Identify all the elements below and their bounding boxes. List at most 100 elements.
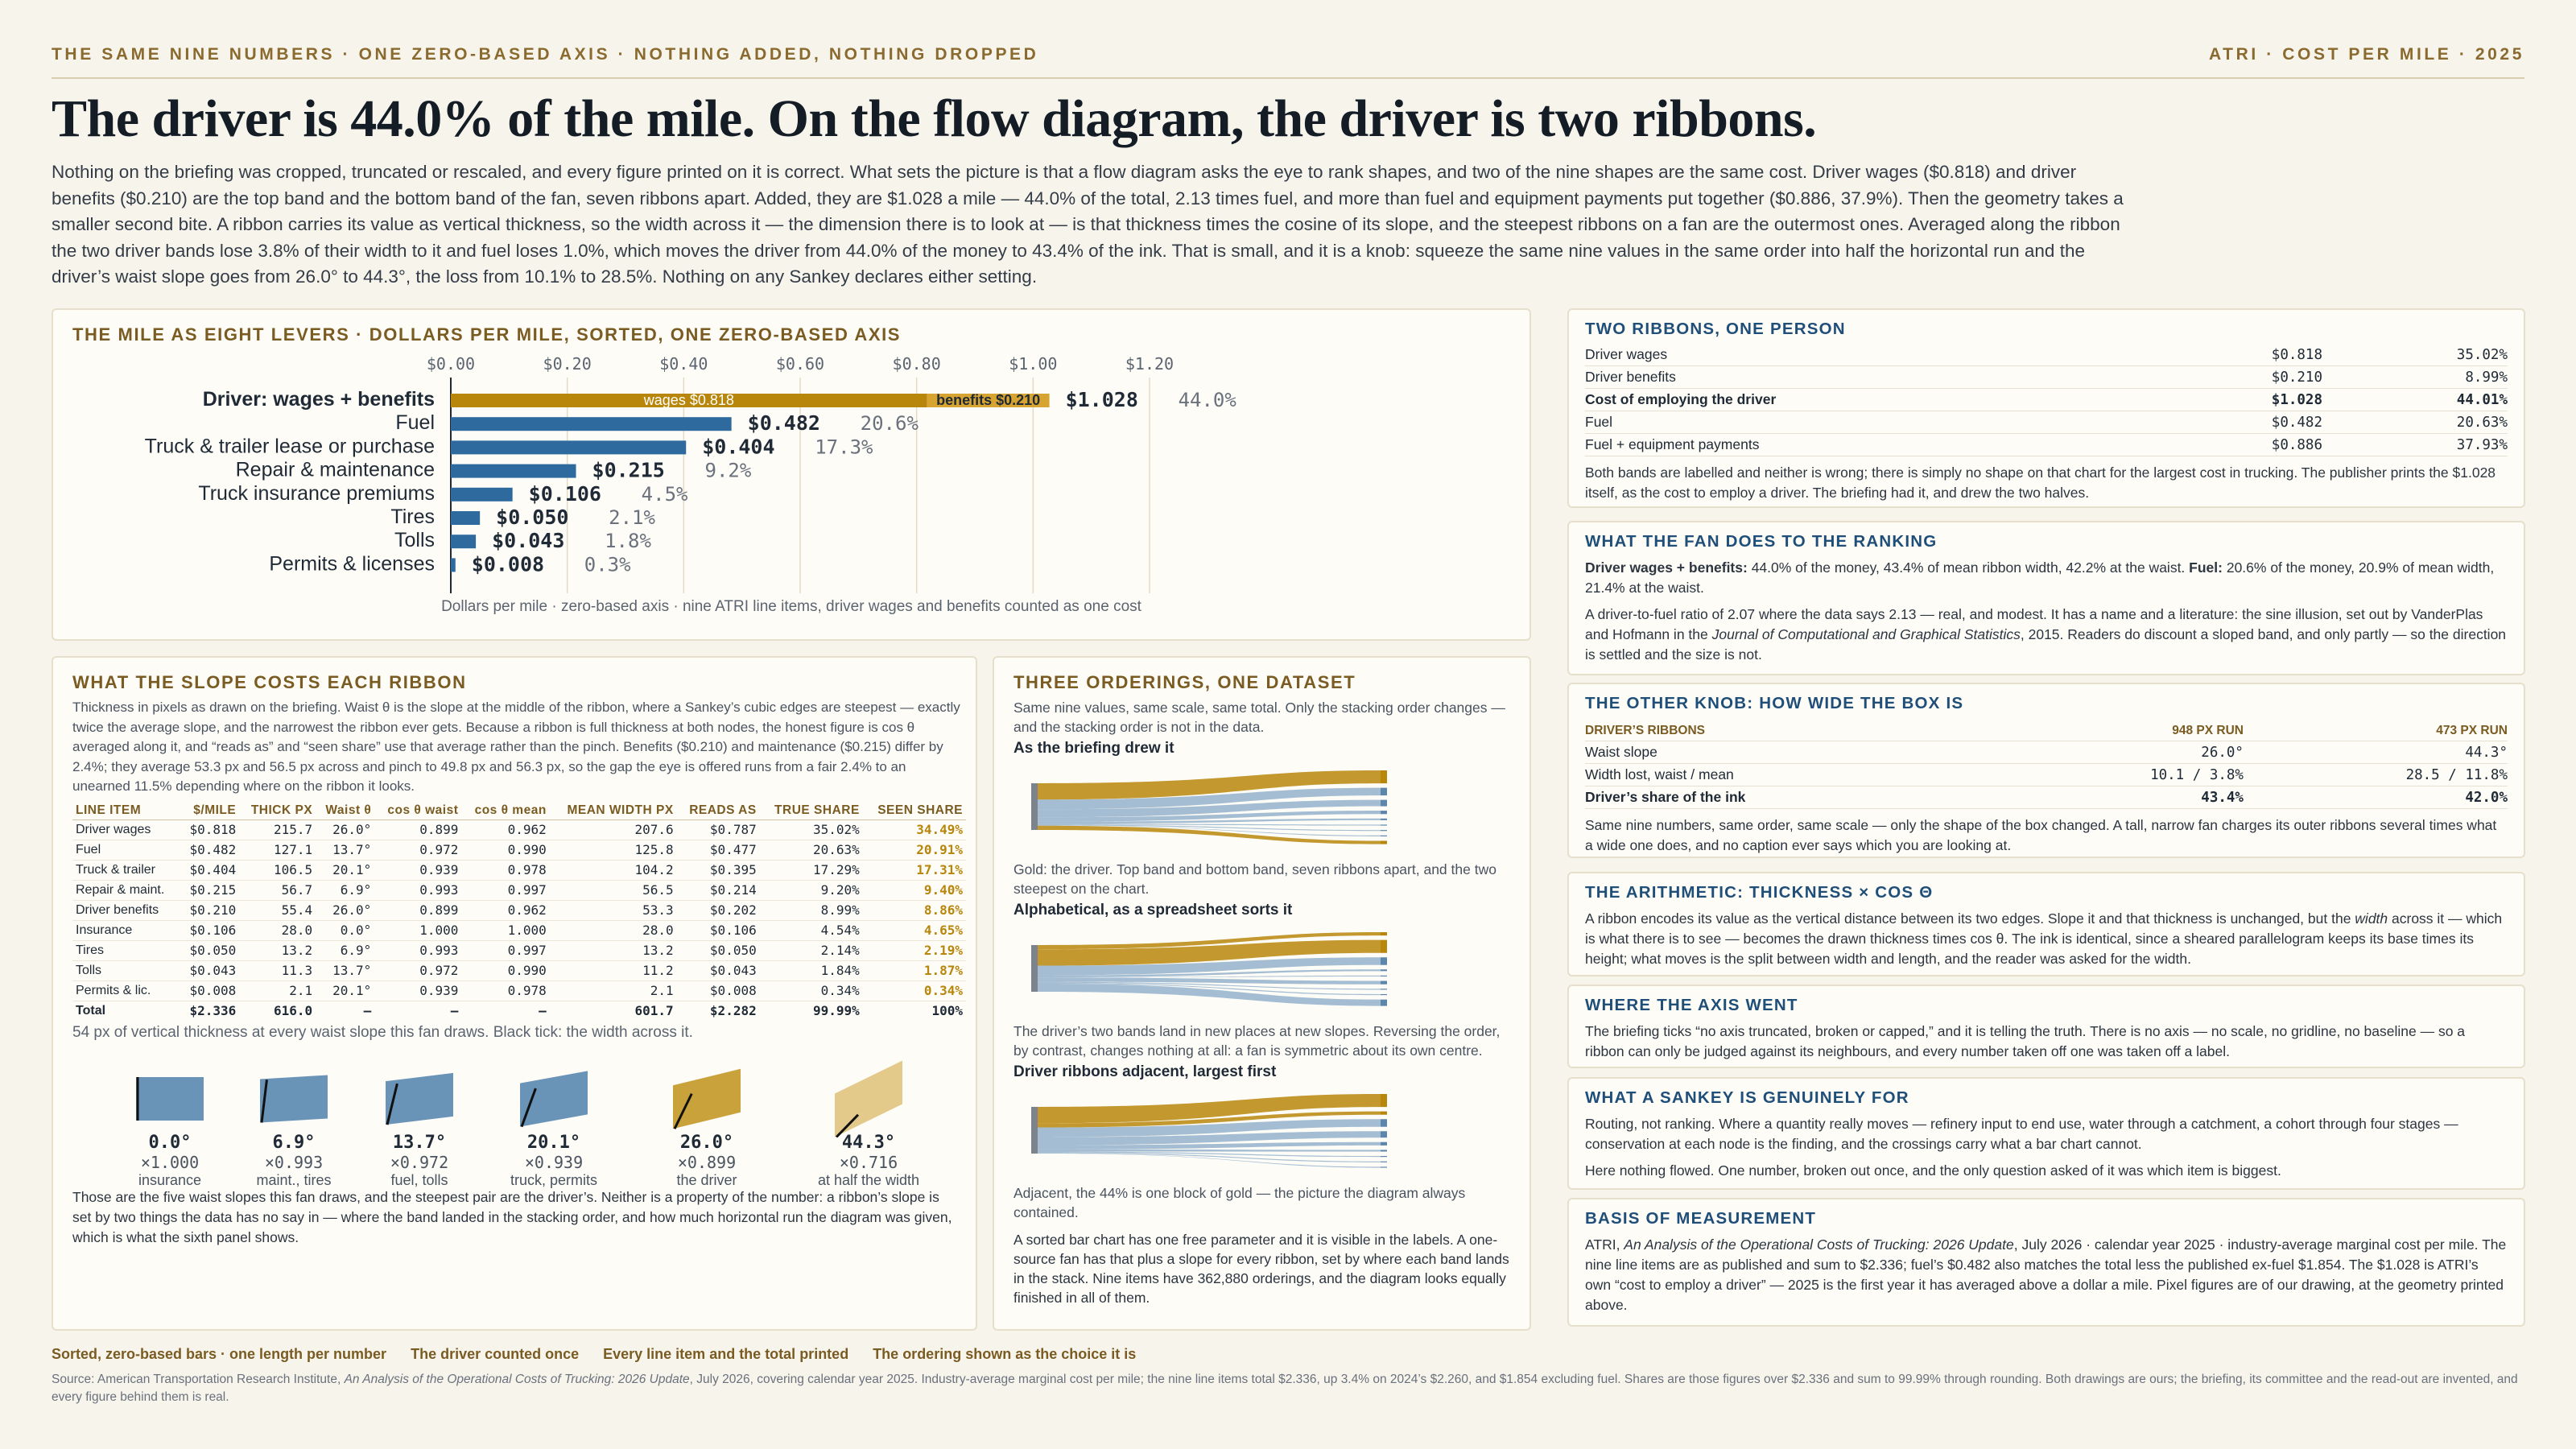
slope-cell: $0.043 [676,960,760,981]
sankey-3-title: Driver ribbons adjacent, largest first [1013,1063,1277,1080]
kicker-left: THE SAME NINE NUMBERS · ONE ZERO-BASED A… [52,45,1039,64]
slope-table: LINE ITEM $/MILE THICK PX Waist θ cos θ wais… [72,801,966,1021]
box-width-cell: 10.1 / 3.8% [2001,763,2244,786]
slope-cell: 1.84% [759,960,863,981]
swatch-note: 54 px of vertical thickness at every wai… [72,1023,693,1041]
footer-tag: Every line item and the total printed [603,1346,849,1362]
category-label: Fuel [395,411,435,434]
sankey-target-node [1381,980,1387,985]
bar-share-label: 4.5% [642,483,688,506]
box-width-cell: Waist slope [1585,741,2002,764]
slope-cell: 0.990 [461,840,550,861]
slope-cell: 13.2 [549,940,677,961]
slope-cell: Permits & lic. [72,980,180,1001]
slope-cell: 17.29% [759,860,863,881]
slope-cell: 11.3 [239,960,316,981]
swatch-factor: ×0.939 [524,1153,584,1172]
slope-cell: $0.818 [180,819,240,840]
sankey-ribbon [1038,770,1381,800]
sankey-ribbon [1038,1119,1381,1137]
slope-swatch [386,1072,453,1125]
slope-cell: 0.978 [461,860,550,881]
swatch-label: insurance [138,1172,202,1188]
slope-cell: — [539,1003,547,1018]
slope-cell: 35.02% [759,819,863,840]
footer-tags: Sorted, zero-based bars · one length per… [52,1346,1136,1363]
x-tick-label: $1.00 [1009,354,1057,374]
slope-cell: 0.962 [461,819,550,840]
sankey-ribbon [1038,982,1381,996]
bar-value-label: $0.043 [492,529,564,552]
cell-value: $1.028 [2113,388,2322,411]
sankey-1-caption: Gold: the driver. Top band and bottom ba… [1013,861,1496,897]
bar-share-label: 17.3% [815,436,873,458]
slope-cell: Tires [72,940,180,961]
sankey-target-node [1381,787,1387,796]
box-width-cell: 43.4% [2001,786,2244,809]
slope-row: Driver benefits $0.210 55.4 26.0° 0.899 0.962… [72,900,966,921]
slope-col-header: READS AS [676,801,760,820]
width-tick [386,1083,398,1125]
swatch-angle: 44.3° [841,1133,896,1153]
card-fan-ranking: WHAT THE FAN DOES TO THE RANKING Driver … [1567,521,2525,675]
slope-cell: 125.8 [549,840,677,861]
slope-col-header: SEEN SHARE [862,801,966,820]
slope-cell: 0.997 [461,880,550,901]
swatch-label: truck, permits [510,1172,598,1188]
slope-row: Tires $0.050 13.2 6.9° 0.993 0.997 13.2 $0.050 2… [72,940,966,961]
sankey-source-node [1031,1107,1038,1154]
footer-tag: The driver counted once [411,1346,580,1362]
slope-cell: $0.404 [180,860,240,881]
cell-label: Cost of employing the driver [1585,388,2113,411]
sankey-ribbon [1038,787,1381,810]
bar-share-label: 9.2% [705,460,752,482]
box-width-cell: Width lost, waist / mean [1585,763,2002,786]
slope-cell: $0.050 [180,940,240,961]
box-width-table: DRIVER’S RIBBONS 948 PX RUN 473 PX RUN W… [1585,721,2508,809]
sankey-ribbon [1038,1151,1381,1158]
slope-cell: 0.978 [461,980,550,1001]
slope-col-header: $/MILE [180,801,240,820]
sankey-ribbon [1038,939,1381,966]
sankey-ribbon [1038,1131,1381,1146]
cell-value: $0.210 [2113,365,2322,389]
slope-cell: — [363,1003,372,1018]
slope-cell: 0.990 [461,960,550,981]
sankey-1-title: As the briefing drew it [1013,740,1174,757]
cell-value: $0.886 [2113,433,2322,456]
sankey-ribbon [1038,969,1381,978]
cell-label: Fuel [1585,411,2113,434]
cell-value: $0.818 [2113,344,2322,366]
slope-cell: 0.0° [316,920,375,941]
sankey-target-node [1381,1150,1387,1152]
two-ribbons-row: Driver wages $0.818 35.02% [1585,344,2508,366]
slope-row: Repair & maint. $0.215 56.7 6.9° 0.993 0.997 5… [72,880,966,901]
swatch-caption: 44.3° ×0.716 at half the width [816,1133,921,1189]
sankey-ribbon [1038,824,1381,826]
sankey-ribbon [1038,825,1381,844]
sankey-ribbon [1038,1141,1381,1150]
bar [451,464,576,478]
cell-share: 20.63% [2322,411,2508,434]
sankey-ribbon [1038,975,1381,978]
slope-cell: 53.3 [549,900,677,921]
slope-cell: $0.215 [180,880,240,901]
sankey-target-node [1381,1111,1387,1115]
slope-swatch [520,1071,588,1128]
width-tick [520,1088,537,1128]
slope-cell: $0.202 [676,900,760,921]
swatch-factor: ×0.972 [390,1153,449,1172]
category-label: Truck & trailer lease or purchase [145,435,435,457]
swatch-caption: 26.0° ×0.899 the driver [654,1133,759,1189]
category-label: Driver: wages + benefits [203,388,435,411]
footer-tag: The ordering shown as the choice it is [873,1346,1137,1362]
card-fan-ranking-title: WHAT THE FAN DOES TO THE RANKING [1585,532,1938,551]
slope-col-header: Waist θ [316,801,375,820]
x-tick-label: $0.80 [893,354,941,374]
slope-cell: $0.214 [676,880,760,901]
sankey-ribbon [1038,1153,1381,1168]
slope-swatch [260,1075,328,1123]
swatch-caption: 13.7° ×0.972 fuel, tolls [367,1133,472,1189]
slope-cell: 0.939 [374,860,462,881]
sankey-ribbon [1038,981,1381,990]
